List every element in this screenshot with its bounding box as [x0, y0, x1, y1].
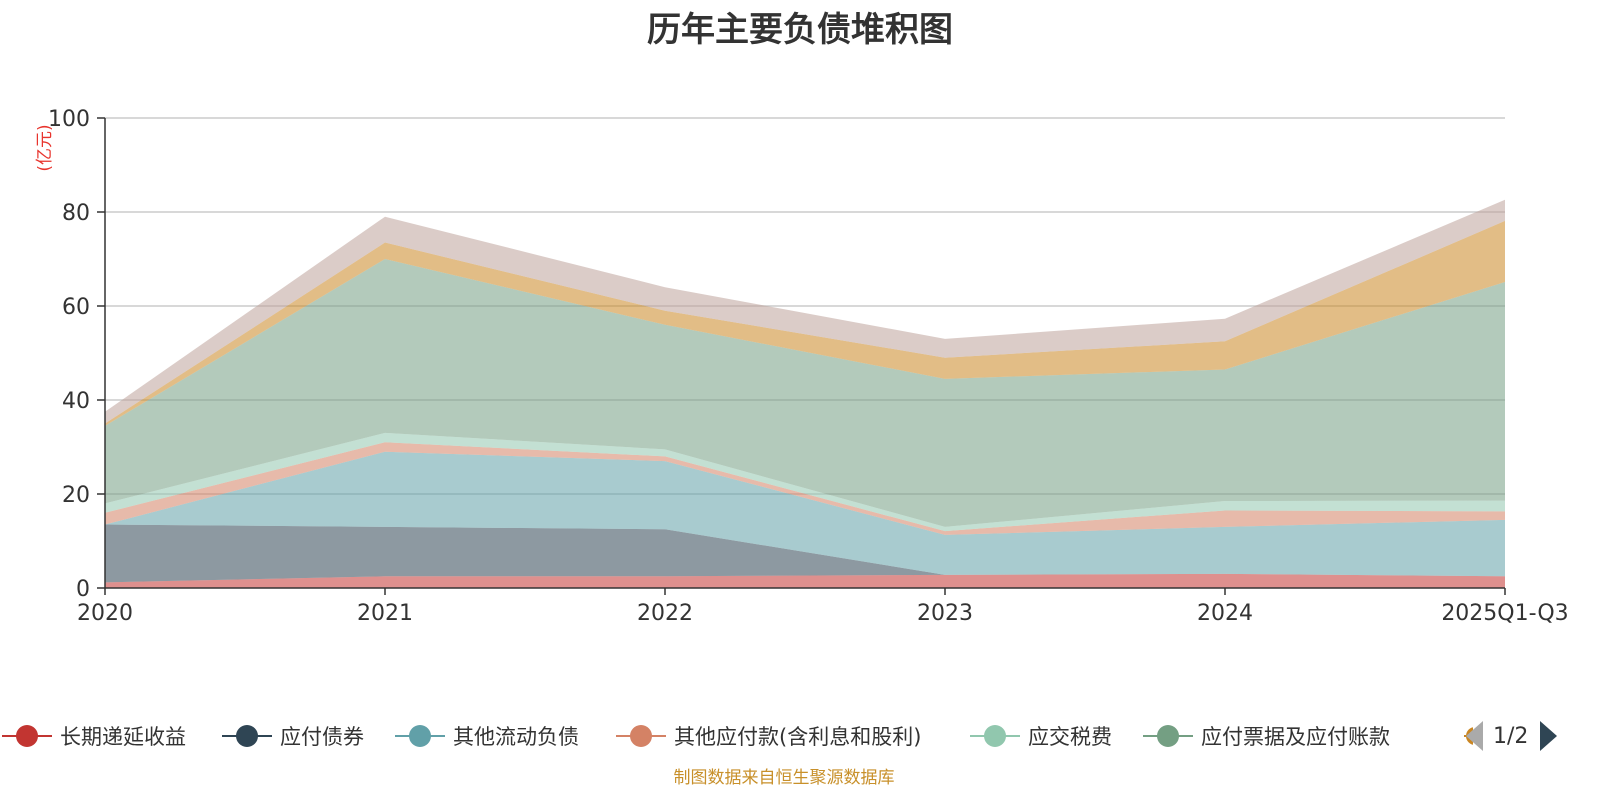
legend-label: 应交税费	[1028, 725, 1112, 749]
legend-page-indicator: 1/2	[1493, 723, 1529, 749]
x-tick-label: 2020	[77, 601, 133, 626]
area-series-6[interactable]	[105, 220, 1505, 426]
x-tick-label: 2025Q1-Q3	[1441, 601, 1568, 626]
legend-item[interactable]: 其他流动负债	[395, 718, 579, 754]
legend-label: 应付债券	[280, 725, 364, 749]
area-series-1[interactable]	[105, 524, 1505, 583]
legend-item[interactable]: 长期递延收益	[2, 718, 186, 754]
legend-swatch-icon	[970, 718, 1020, 754]
legend-prev-arrow-icon[interactable]	[1466, 721, 1483, 751]
x-tick-label: 2021	[357, 601, 413, 626]
axes: 0 20 40 60 80 100 2020 2021 2022 2023 2024 2025Q1-Q…	[48, 107, 1569, 626]
y-tick-label: 20	[62, 483, 90, 508]
legend-label: 应付票据及应付账款	[1201, 725, 1390, 749]
legend-swatch-icon	[616, 718, 666, 754]
legend-item[interactable]: 应付债券	[222, 718, 364, 754]
y-tick-label: 40	[62, 389, 90, 414]
area-series	[105, 199, 1505, 588]
chart-title: 历年主要负债堆积图	[647, 10, 953, 50]
legend-item[interactable]: 其他应付款(含利息和股利)	[616, 718, 921, 754]
legend: 长期递延收益 应付债券 其他流动负债 其他应付款(含利息和股利) 应交税费 应付票据及应付…	[0, 718, 1600, 754]
legend-swatch-icon	[2, 718, 52, 754]
legend-swatch-icon	[1143, 718, 1193, 754]
legend-label: 长期递延收益	[60, 725, 186, 749]
stacked-area-chart: 0 20 40 60 80 100 2020 2021 2022 2023 2024 2025Q1-Q…	[35, 107, 1569, 626]
y-axis-unit-label: (亿元)	[35, 124, 55, 171]
legend-swatch-icon	[395, 718, 445, 754]
y-tick-label: 60	[62, 295, 90, 320]
area-series-2[interactable]	[105, 451, 1505, 577]
x-tick-label: 2022	[637, 601, 693, 626]
legend-item[interactable]: 应交税费	[970, 718, 1112, 754]
legend-swatch-icon	[222, 718, 272, 754]
area-series-5[interactable]	[105, 259, 1505, 527]
legend-next-arrow-icon[interactable]	[1540, 721, 1558, 751]
y-tick-label: 100	[48, 107, 90, 132]
legend-label: 其他流动负债	[453, 725, 579, 749]
y-tick-label: 80	[62, 201, 90, 226]
legend-item[interactable]: 应付票据及应付账款	[1143, 718, 1390, 754]
legend-pager: 1/2	[1466, 718, 1558, 754]
x-tick-label: 2023	[917, 601, 973, 626]
x-tick-label: 2024	[1197, 601, 1253, 626]
data-source-note: 制图数据来自恒生聚源数据库	[673, 768, 895, 788]
legend-label: 其他应付款(含利息和股利)	[674, 725, 922, 749]
area-series-0[interactable]	[105, 573, 1505, 588]
area-series-7[interactable]	[105, 199, 1505, 424]
y-tick-label: 0	[76, 577, 90, 602]
